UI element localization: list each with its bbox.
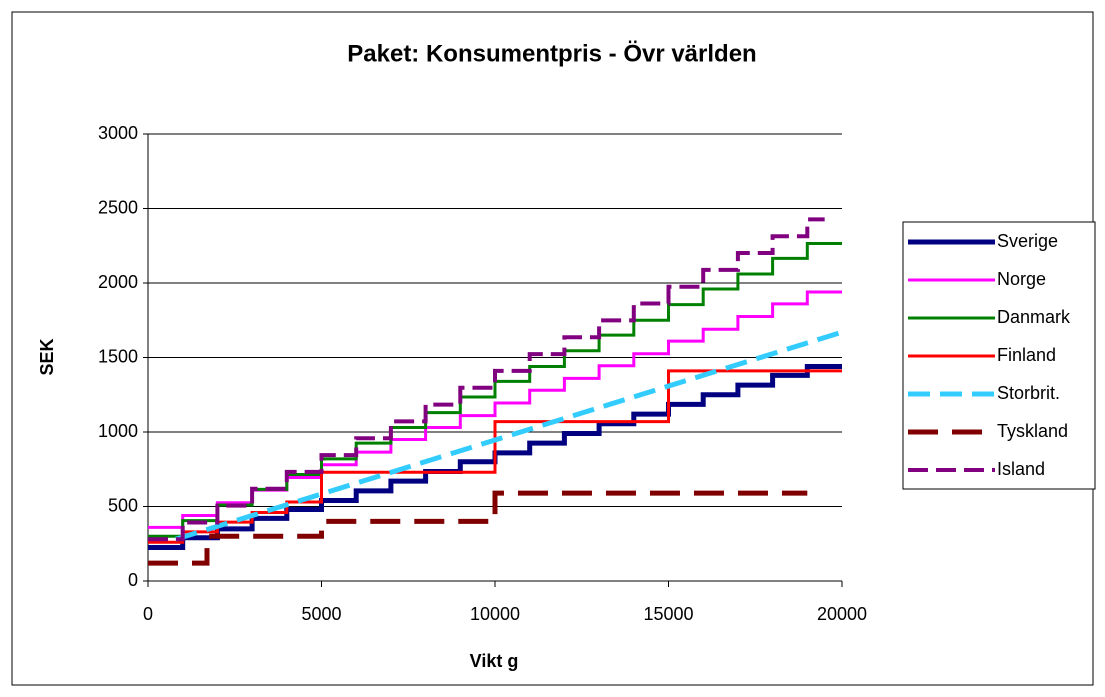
y-tick-label: 2500: [98, 197, 138, 217]
x-tick-label: 10000: [470, 604, 520, 624]
x-tick-label: 0: [143, 604, 153, 624]
y-axis-label: SEK: [37, 338, 57, 375]
legend-label: Sverige: [997, 231, 1058, 251]
x-tick-label: 5000: [301, 604, 341, 624]
x-axis-label: Vikt g: [470, 651, 519, 671]
chart-title: Paket: Konsumentpris - Övr världen: [347, 40, 756, 67]
x-tick-label: 20000: [817, 604, 867, 624]
y-tick-label: 0: [128, 570, 138, 590]
legend-label: Tyskland: [997, 421, 1068, 441]
legend-label: Storbrit.: [997, 383, 1060, 403]
y-tick-label: 500: [108, 495, 138, 515]
legend-label: Island: [997, 459, 1045, 479]
y-tick-label: 3000: [98, 123, 138, 143]
x-tick-label: 15000: [643, 604, 693, 624]
series-line: [148, 217, 825, 542]
y-tick-label: 1500: [98, 346, 138, 366]
legend-label: Norge: [997, 269, 1046, 289]
y-tick-label: 2000: [98, 272, 138, 292]
y-tick-label: 1000: [98, 421, 138, 441]
legend-label: Finland: [997, 345, 1056, 365]
series-line: [148, 490, 808, 566]
series-line: [175, 329, 843, 542]
legend-label: Danmark: [997, 307, 1071, 327]
